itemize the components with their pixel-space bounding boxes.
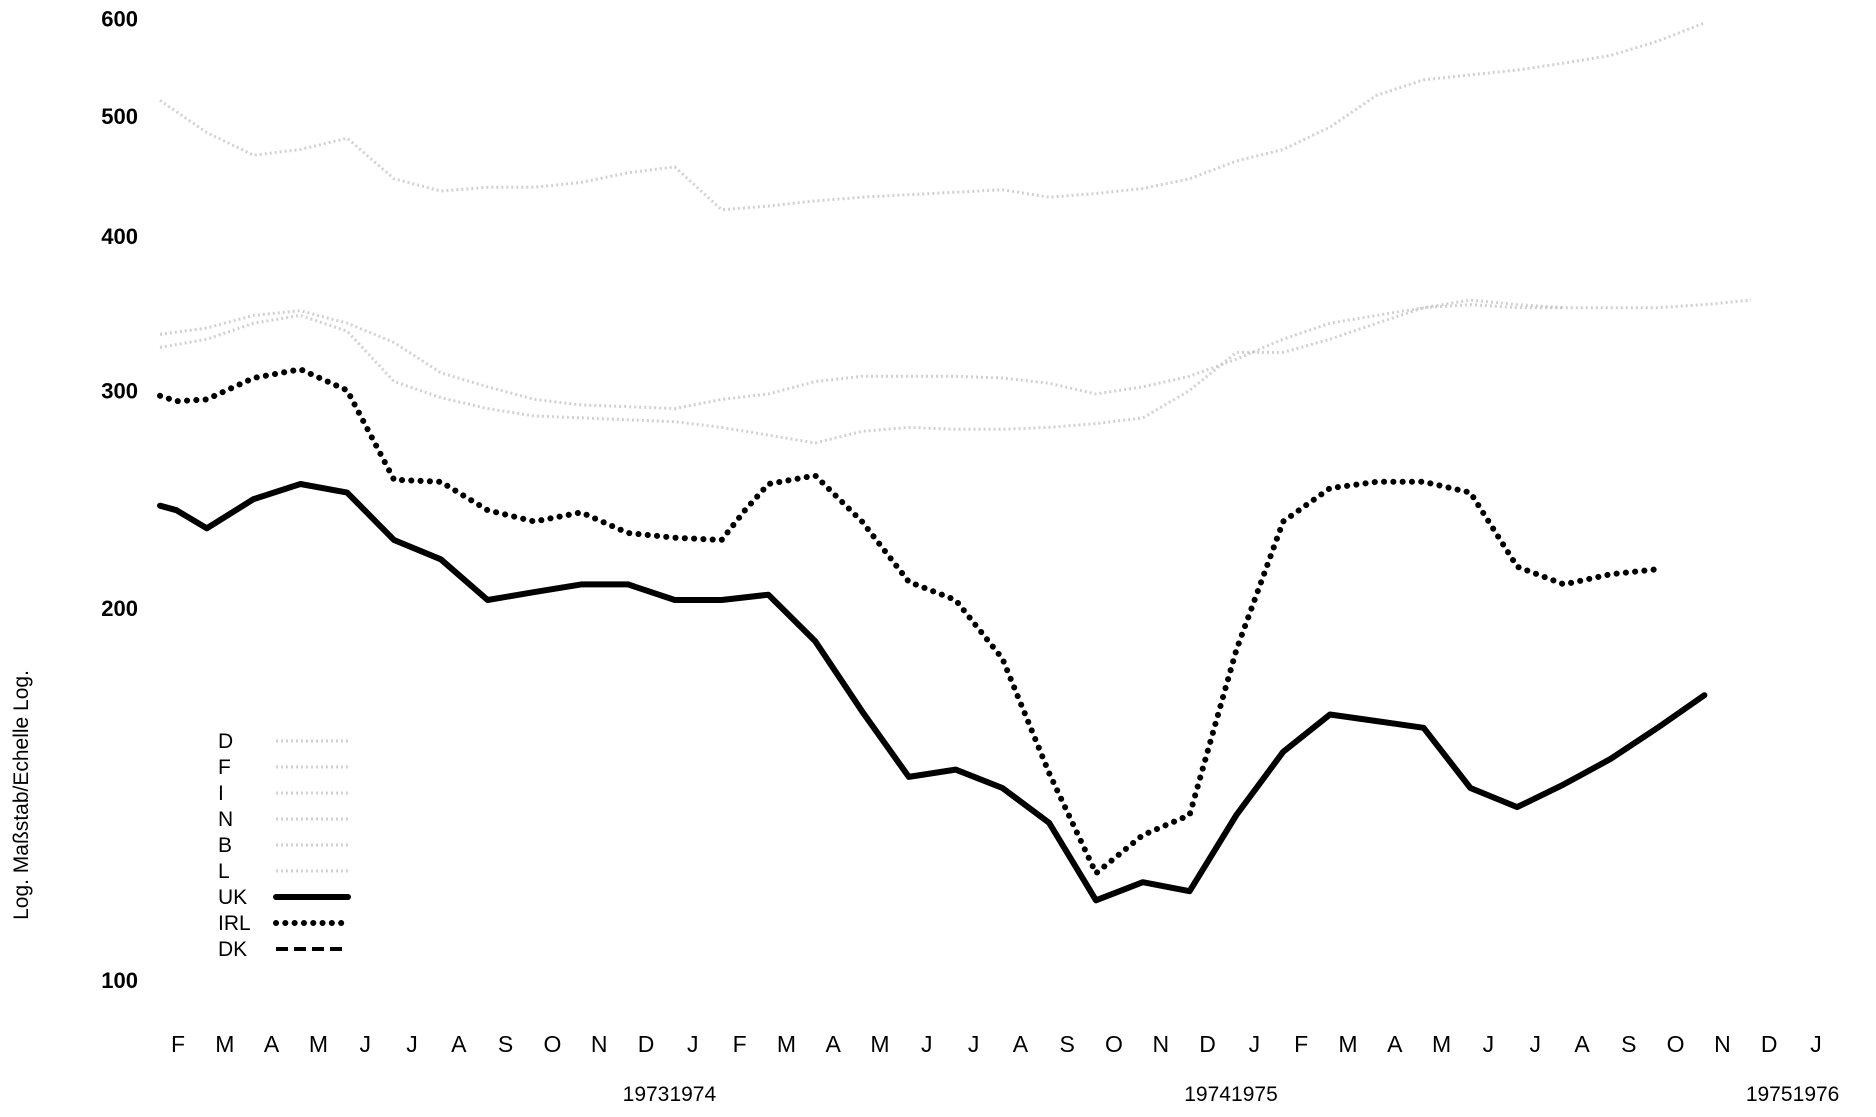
- x-tick-label: N: [1152, 1031, 1169, 1057]
- series-line-irl: [157, 366, 1661, 879]
- legend-label: N: [218, 808, 233, 831]
- y-tick-label: 100: [101, 968, 138, 993]
- y-tick-label: 600: [101, 6, 138, 31]
- year-label: 1974: [1184, 1083, 1231, 1106]
- legend-label: F: [218, 756, 231, 779]
- series-line-faint-middle: [159, 298, 1752, 411]
- x-tick-label: A: [451, 1031, 467, 1057]
- y-axis-label: Log. Maßstab/Echelle Log.: [10, 670, 33, 920]
- x-tick-label: F: [1294, 1031, 1308, 1057]
- x-tick-label: J: [1529, 1031, 1541, 1057]
- legend-label: L: [218, 860, 230, 883]
- x-tick-label: F: [171, 1031, 185, 1057]
- x-tick-label: O: [543, 1031, 561, 1057]
- y-axis-ticks: 100 200 300 400 500 600: [101, 6, 138, 993]
- x-tick-label: M: [1432, 1031, 1451, 1057]
- series-lines: [157, 21, 1752, 904]
- x-tick-label: A: [826, 1031, 842, 1057]
- x-tick-label: J: [687, 1031, 699, 1057]
- year-label: 1975: [1746, 1083, 1793, 1106]
- legend-label: B: [218, 834, 232, 857]
- x-tick-label: A: [1013, 1031, 1029, 1057]
- legend-label: DK: [218, 938, 247, 961]
- x-tick-label: S: [1060, 1031, 1075, 1057]
- y-tick-label: 200: [101, 596, 138, 621]
- year-label: 1975: [1231, 1083, 1278, 1106]
- x-tick-label: D: [638, 1031, 655, 1057]
- x-tick-label: O: [1105, 1031, 1123, 1057]
- x-tick-label: A: [264, 1031, 280, 1057]
- x-tick-label: N: [591, 1031, 608, 1057]
- x-tick-label: S: [1621, 1031, 1636, 1057]
- x-tick-label: J: [921, 1031, 933, 1057]
- x-tick-label: J: [1810, 1031, 1822, 1057]
- x-tick-label: A: [1387, 1031, 1403, 1057]
- year-label: 1974: [669, 1083, 716, 1106]
- x-tick-label: M: [309, 1031, 328, 1057]
- x-tick-label: M: [215, 1031, 234, 1057]
- x-tick-label: O: [1667, 1031, 1685, 1057]
- x-tick-label: J: [1483, 1031, 1495, 1057]
- series-line-uk: [157, 481, 1708, 904]
- series-line-faint-lower: [159, 303, 1564, 445]
- x-tick-label: J: [359, 1031, 371, 1057]
- y-tick-label: 300: [101, 378, 138, 403]
- x-tick-label: N: [1714, 1031, 1731, 1057]
- x-tick-label: J: [968, 1031, 980, 1057]
- y-tick-label: 400: [101, 224, 138, 249]
- legend-label: UK: [218, 886, 247, 909]
- x-tick-label: M: [870, 1031, 889, 1057]
- x-tick-label: J: [406, 1031, 418, 1057]
- year-label: 1976: [1793, 1083, 1840, 1106]
- y-tick-label: 500: [101, 104, 138, 129]
- x-tick-label: D: [1761, 1031, 1778, 1057]
- x-tick-label: M: [1338, 1031, 1357, 1057]
- x-tick-label: A: [1574, 1031, 1590, 1057]
- series-line-faint-upper: [159, 21, 1705, 212]
- year-label: 1973: [623, 1083, 670, 1106]
- legend-label: D: [218, 730, 233, 753]
- legend-label: I: [218, 782, 224, 805]
- x-tick-label: F: [733, 1031, 747, 1057]
- x-tick-label: M: [777, 1031, 796, 1057]
- legend-label: IRL: [218, 912, 251, 935]
- x-tick-label: S: [498, 1031, 513, 1057]
- x-tick-label: D: [1199, 1031, 1216, 1057]
- x-tick-label: J: [1249, 1031, 1261, 1057]
- year-labels: 1973 1974 1974 1975 1975 1976: [623, 1083, 1840, 1106]
